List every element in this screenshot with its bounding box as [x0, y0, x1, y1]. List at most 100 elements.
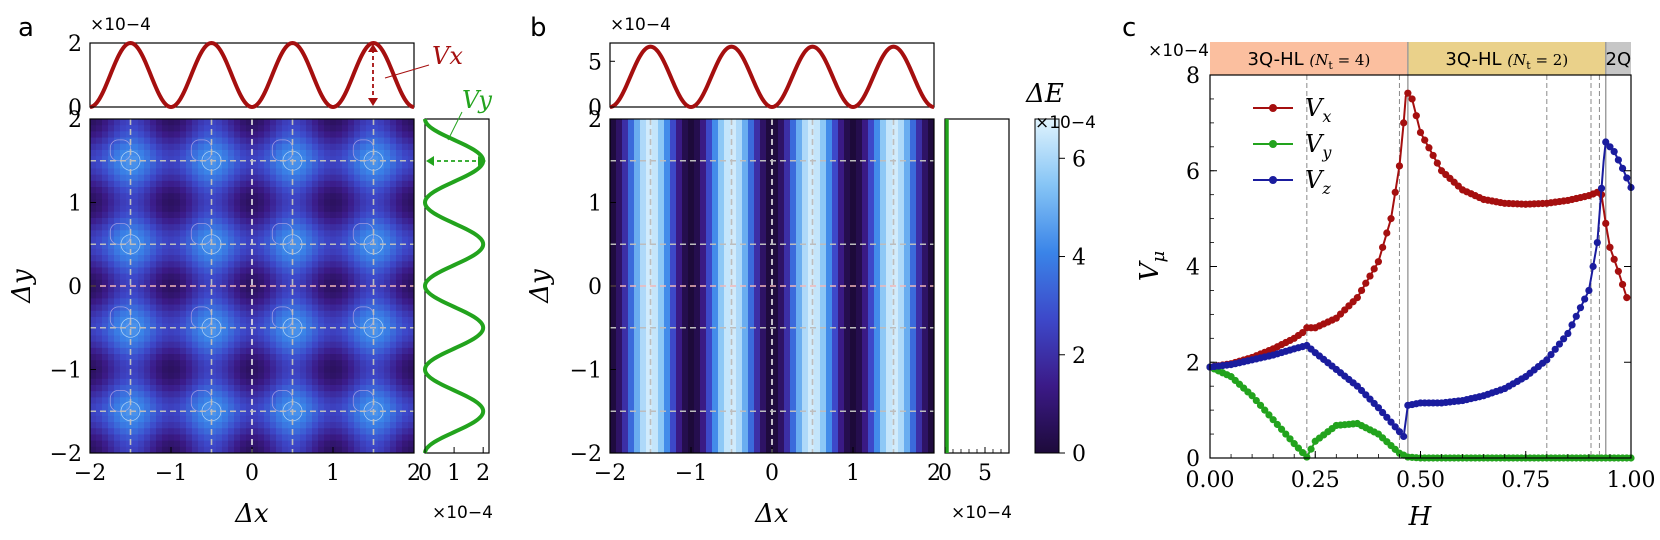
heatmap-cell	[342, 360, 349, 368]
heatmap-cell	[300, 397, 307, 405]
heatmap-cell	[360, 119, 367, 126]
heatmap-cell	[90, 434, 97, 442]
heatmap-cell	[354, 298, 361, 306]
heatmap-cell	[318, 378, 325, 386]
heatmap-cell	[348, 273, 355, 281]
heatmap-cell	[240, 273, 247, 281]
heatmap-cell	[216, 403, 223, 411]
heatmap-cell	[108, 267, 115, 275]
heatmap-cell	[408, 286, 414, 293]
heatmap-cell	[360, 162, 367, 170]
heatmap-cell	[300, 384, 307, 392]
heatmap-cell	[132, 446, 139, 453]
heatmap-cell	[114, 366, 121, 374]
heatmap-cell	[222, 428, 229, 436]
heatmap-cell	[168, 360, 175, 368]
heatmap-cell	[408, 316, 414, 324]
heatmap-cell	[342, 248, 349, 256]
heatmap-cell	[216, 273, 223, 281]
heatmap-cell	[144, 316, 151, 324]
heatmap-cell	[264, 446, 271, 453]
heatmap-cell	[324, 329, 331, 337]
heatmap-cell	[228, 137, 235, 145]
heatmap-cell	[264, 286, 271, 293]
heatmap-cell	[378, 391, 385, 398]
heatmap-cell	[264, 261, 271, 269]
heatmap-cell	[108, 279, 115, 287]
heatmap-cell	[228, 304, 235, 312]
heatmap-cell	[294, 366, 301, 374]
heatmap-cell	[228, 403, 235, 411]
heatmap-cell	[132, 329, 139, 337]
heatmap-cell	[114, 211, 121, 219]
heatmap-cell	[162, 384, 169, 392]
heatmap-cell	[216, 180, 223, 188]
heatmap-cell	[270, 168, 277, 176]
heatmap-cell	[120, 304, 127, 312]
heatmap-cell	[120, 180, 127, 188]
heatmap-cell	[120, 143, 127, 151]
heatmap-cell	[324, 446, 331, 453]
heatmap-column	[826, 119, 833, 453]
heatmap-cell	[330, 119, 337, 126]
heatmap-cell	[240, 415, 247, 423]
heatmap-cell	[186, 279, 193, 287]
heatmap-cell	[384, 298, 391, 306]
heatmap-cell	[300, 354, 307, 361]
heatmap-cell	[252, 168, 259, 176]
heatmap-cell	[234, 391, 241, 398]
heatmap-cell	[330, 384, 337, 392]
heatmap-cell	[348, 162, 355, 170]
heatmap-cell	[258, 354, 265, 361]
data-point	[1261, 406, 1269, 414]
heatmap-cell	[270, 156, 277, 163]
heatmap-cell	[372, 230, 379, 238]
heatmap-cell	[408, 329, 414, 337]
heatmap-cell	[162, 261, 169, 269]
heatmap-cell	[408, 162, 414, 170]
heatmap-cell	[234, 440, 241, 448]
heatmap-cell	[336, 261, 343, 269]
heatmap-cell	[132, 347, 139, 355]
heatmap-cell	[186, 440, 193, 448]
heatmap-cell	[318, 174, 325, 182]
heatmap-cell	[396, 397, 403, 405]
heatmap-cell	[180, 162, 187, 170]
heatmap-cell	[270, 341, 277, 349]
heatmap-cell	[246, 323, 253, 330]
heatmap-cell	[216, 131, 223, 139]
heatmap-cell	[246, 335, 253, 343]
series-line	[1209, 366, 1631, 459]
heatmap-cell	[132, 310, 139, 318]
heatmap-cell	[96, 341, 103, 349]
heatmap-cell	[264, 248, 271, 256]
heatmap-cell	[228, 248, 235, 256]
heatmap-cell	[300, 156, 307, 163]
heatmap-cell	[168, 217, 175, 225]
heatmap-cell	[396, 143, 403, 151]
heatmap-cell	[312, 384, 319, 392]
heatmap-cell	[216, 193, 223, 201]
heatmap-cell	[228, 162, 235, 170]
heatmap-cell	[240, 298, 247, 306]
heatmap-cell	[138, 329, 145, 337]
panel-label-c: c	[1122, 13, 1136, 43]
heatmap-cell	[384, 292, 391, 299]
heatmap-cell	[252, 125, 259, 132]
heatmap-cell	[228, 384, 235, 392]
heatmap-cell	[168, 286, 175, 293]
heatmap-cell	[318, 384, 325, 392]
heatmap-cell	[132, 366, 139, 374]
heatmap-cell	[318, 180, 325, 188]
heatmap-cell	[138, 205, 145, 213]
heatmap-cell	[222, 415, 229, 423]
heatmap-cell	[372, 446, 379, 453]
heatmap-cell	[204, 384, 211, 392]
heatmap-cell	[120, 329, 127, 337]
panel-b-xlabel: Δx	[754, 499, 789, 529]
heatmap-cell	[144, 255, 151, 262]
heatmap-cell	[324, 211, 331, 219]
heatmap-cell	[174, 131, 181, 139]
heatmap-cell	[222, 279, 229, 287]
heatmap-cell	[222, 193, 229, 201]
